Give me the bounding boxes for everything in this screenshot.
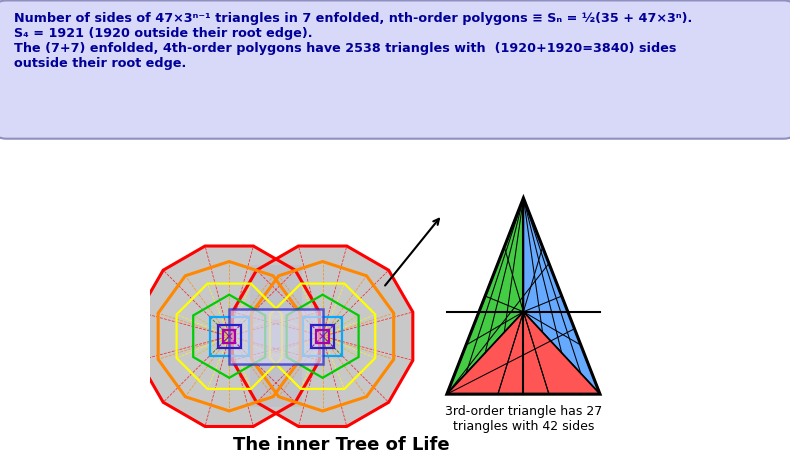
- Text: 3rd-order triangle has 27
triangles with 42 sides: 3rd-order triangle has 27 triangles with…: [445, 405, 602, 433]
- Polygon shape: [524, 198, 600, 394]
- Text: The inner Tree of Life: The inner Tree of Life: [234, 436, 450, 454]
- Polygon shape: [447, 312, 600, 394]
- Bar: [250, 265, 302, 407]
- Text: Number of sides of 47×3ⁿ⁻¹ triangles in 7 enfolded, nth-order polygons ≡ Sₙ = ½(: Number of sides of 47×3ⁿ⁻¹ triangles in …: [14, 12, 693, 70]
- Polygon shape: [229, 309, 322, 364]
- Polygon shape: [447, 198, 524, 394]
- Polygon shape: [232, 246, 413, 426]
- Polygon shape: [139, 246, 319, 426]
